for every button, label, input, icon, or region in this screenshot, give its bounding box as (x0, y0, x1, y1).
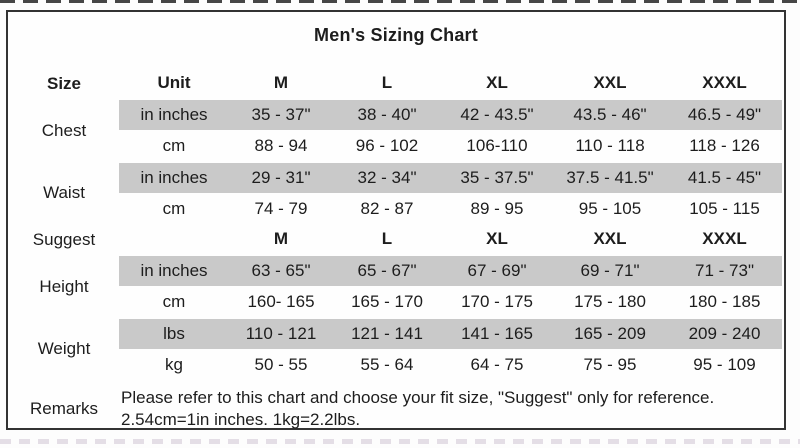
value-cell: 165 - 209 (553, 317, 667, 350)
table-row-waist-cm: cm 74 - 79 82 - 87 89 - 95 95 - 105 105 … (9, 194, 782, 225)
unit-cell-height-inches: in inches (119, 254, 229, 287)
value-cell: 88 - 94 (254, 136, 308, 155)
table-row-weight-lbs: Weight lbs 110 - 121 121 - 141 141 - 165… (9, 317, 782, 358)
value-cell: 67 - 69" (441, 254, 553, 287)
value-cell: 75 - 95 (583, 355, 637, 374)
value-cell: 50 - 55 (254, 355, 308, 374)
header-cell-unit: Unit (157, 73, 191, 92)
header-cell-m: M (273, 73, 289, 92)
header-cell-xxxl: XXXL (702, 73, 747, 92)
value-cell: 82 - 87 (360, 199, 414, 218)
value-cell: 110 - 121 (229, 317, 333, 350)
value-cell: 160- 165 (247, 292, 315, 311)
header-cell-l: L (381, 73, 393, 92)
value-cell: 42 - 43.5" (441, 98, 553, 131)
chart-title: Men's Sizing Chart (314, 25, 478, 45)
header-row: Size Unit M L XL XXL XXXL (9, 68, 782, 99)
header-cell-xl: XL (486, 73, 508, 92)
value-cell: 175 - 180 (574, 292, 646, 311)
value-cell: 89 - 95 (470, 199, 524, 218)
value-cell: 105 - 115 (689, 199, 760, 218)
table-row-chest-cm: cm 88 - 94 96 - 102 106-110 110 - 118 11… (9, 131, 782, 163)
table-row-height-cm: cm 160- 165 165 - 170 170 - 175 175 - 18… (9, 287, 782, 319)
value-cell: M (273, 229, 289, 248)
group-label-weight: Weight (37, 339, 91, 358)
value-cell: 170 - 175 (461, 292, 533, 311)
bottom-dashed-divider (0, 439, 800, 444)
value-cell: 121 - 141 (333, 317, 441, 350)
group-label-suggest: Suggest (32, 229, 96, 249)
table-row-height-inches: Height in inches 63 - 65" 65 - 67" 67 - … (9, 254, 782, 296)
value-cell: 35 - 37" (229, 98, 333, 131)
value-cell: 46.5 - 49" (667, 98, 782, 131)
unit-cell-chest-inches: in inches (119, 98, 229, 131)
value-cell: 95 - 105 (578, 199, 642, 218)
value-cell: 43.5 - 46" (553, 98, 667, 131)
value-cell: 118 - 126 (689, 136, 760, 155)
value-cell: 63 - 65" (229, 254, 333, 287)
table-row-remarks: Remarks Please refer to this chart and c… (9, 380, 782, 438)
unit-cell-waist-inches: in inches (119, 161, 229, 194)
value-cell: 74 - 79 (254, 199, 308, 218)
table-row-waist-inches: Waist in inches 29 - 31" 32 - 34" 35 - 3… (9, 161, 782, 202)
value-cell: 55 - 64 (360, 355, 414, 374)
unit-cell-suggest (119, 224, 229, 255)
value-cell: 35 - 37.5" (441, 161, 553, 194)
sizing-chart-panel: Men's Sizing Chart Size Unit M L XL XXL … (6, 10, 786, 430)
unit-cell-waist-cm: cm (162, 199, 186, 218)
value-cell: XXL (593, 229, 627, 248)
value-cell: 29 - 31" (229, 161, 333, 194)
value-cell: 110 - 118 (575, 136, 645, 155)
value-cell: 71 - 73" (667, 254, 782, 287)
group-label-height: Height (39, 276, 89, 296)
remarks-cell: Please refer to this chart and choose yo… (119, 380, 782, 438)
value-cell: 41.5 - 45" (667, 161, 782, 194)
value-cell: 38 - 40" (333, 98, 441, 131)
value-cell: 180 - 185 (688, 292, 761, 311)
unit-cell-chest-cm: cm (162, 136, 186, 155)
value-cell: 209 - 240 (667, 317, 782, 350)
value-cell: 37.5 - 41.5" (553, 161, 667, 194)
value-cell: 95 - 109 (693, 355, 756, 374)
value-cell: 69 - 71" (553, 254, 667, 287)
unit-cell-weight-kg: kg (165, 355, 183, 374)
sizing-table: Size Unit M L XL XXL XXXL Chest in inche… (9, 68, 782, 438)
group-label-chest: Chest (41, 120, 87, 140)
value-cell: L (381, 229, 393, 248)
remarks-line-1: Please refer to this chart and choose yo… (121, 388, 715, 407)
value-cell: XXXL (702, 229, 747, 248)
table-row-chest-inches: Chest in inches 35 - 37" 38 - 40" 42 - 4… (9, 98, 782, 140)
table-row-weight-kg: kg 50 - 55 55 - 64 64 - 75 75 - 95 95 - … (9, 350, 782, 381)
value-cell: 96 - 102 (355, 136, 419, 155)
remarks-line-2: 2.54cm=1in inches. 1kg=2.2lbs. (121, 410, 361, 429)
value-cell: 65 - 67" (333, 254, 441, 287)
table-row-suggest: Suggest M L XL XXL XXXL (9, 224, 782, 255)
top-dashed-divider (0, 0, 800, 3)
value-cell: 32 - 34" (333, 161, 441, 194)
header-cell-size: Size (46, 73, 82, 93)
value-cell: XL (486, 229, 508, 248)
unit-cell-weight-lbs: lbs (119, 317, 229, 350)
group-label-remarks: Remarks (29, 399, 98, 418)
value-cell: 165 - 170 (351, 292, 423, 311)
value-cell: 141 - 165 (441, 317, 553, 350)
header-cell-xxl: XXL (593, 73, 627, 92)
value-cell: 64 - 75 (470, 355, 524, 374)
group-label-waist: Waist (43, 183, 85, 202)
value-cell: 106-110 (466, 136, 528, 155)
unit-cell-height-cm: cm (162, 292, 186, 311)
